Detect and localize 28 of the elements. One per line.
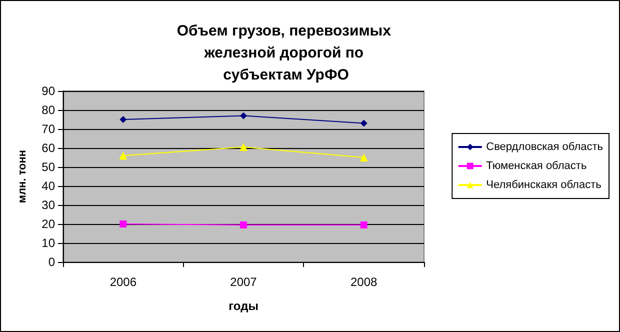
y-tick-label: 90 xyxy=(42,84,56,98)
y-tick-label: 30 xyxy=(42,198,56,212)
y-tick-label: 40 xyxy=(42,179,56,193)
legend-label: Челябинскакя область xyxy=(486,179,602,191)
legend-label: Свердловская область xyxy=(486,141,604,153)
point xyxy=(119,152,128,160)
y-tick-label: 60 xyxy=(42,141,56,155)
point xyxy=(240,221,247,228)
y-tick-label: 0 xyxy=(48,255,56,269)
point xyxy=(360,221,368,228)
x-axis-title: годы xyxy=(228,299,258,313)
y-tick-label: 20 xyxy=(42,217,56,231)
point xyxy=(240,143,248,152)
y-tick-label: 80 xyxy=(42,103,56,117)
point xyxy=(120,116,127,123)
legend-label: Тюменская область xyxy=(486,160,587,172)
y-tick-label: 70 xyxy=(42,122,56,136)
chart-title: Объем грузов, перевозимых железной дорогой по субъектам УрФО xyxy=(176,22,396,84)
point xyxy=(240,112,247,120)
point xyxy=(120,220,127,228)
y-axis-title: млн. тонн xyxy=(16,150,28,204)
point xyxy=(360,120,368,127)
y-tick-label: 10 xyxy=(42,236,56,250)
y-tick-label: 50 xyxy=(42,160,56,174)
x-tick-label: 2006 xyxy=(110,275,137,289)
x-tick-label: 2007 xyxy=(230,275,258,289)
point xyxy=(360,154,368,162)
x-tick-label: 2008 xyxy=(350,275,378,289)
